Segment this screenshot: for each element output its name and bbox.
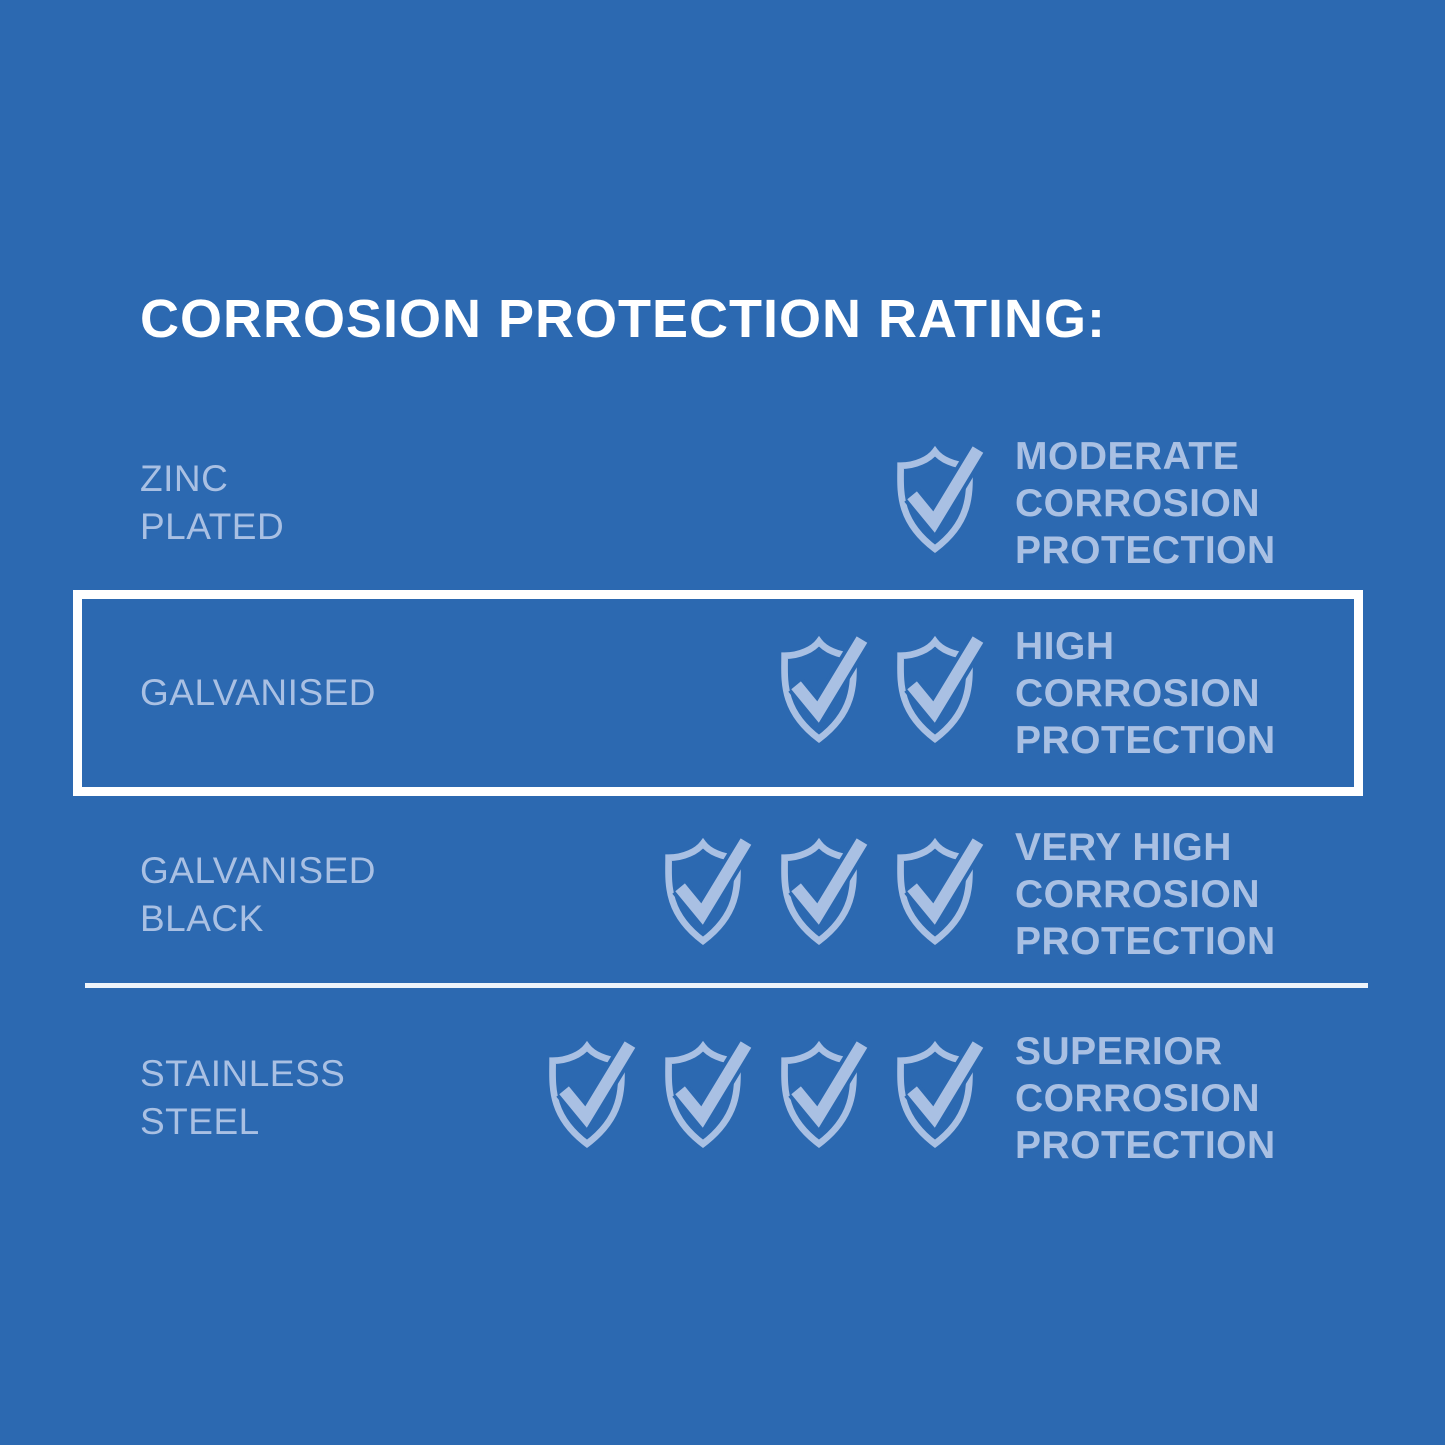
protection-level-line: CORROSION <box>1015 671 1261 715</box>
protection-level-label: SUPERIOR CORROSION PROTECTION <box>1015 1028 1405 1169</box>
protection-level-line: PROTECTION <box>1015 718 1276 762</box>
protection-level-line: VERY HIGH <box>1015 826 1232 869</box>
rating-row-stainless-steel: STAINLESS STEEL SUPERIOR CORROSION PROTECTIO… <box>0 1013 1445 1183</box>
material-label-line: GALVANISED <box>140 849 376 891</box>
material-label-line: STAINLESS <box>140 1053 346 1094</box>
shield-check-icon <box>781 634 869 743</box>
protection-level-line: MODERATE <box>1015 434 1240 478</box>
shield-rating-3 <box>480 832 985 958</box>
shield-check-icon <box>781 1039 869 1148</box>
rating-row-galvanised: GALVANISED HIGH CORROSION PROTECTION <box>0 590 1445 796</box>
protection-level-line: PROTECTION <box>1015 920 1276 963</box>
shield-rating-4 <box>480 1035 985 1161</box>
shield-check-icon <box>549 1039 637 1148</box>
shield-check-icon <box>897 444 985 553</box>
material-label-line: PLATED <box>140 506 285 547</box>
shield-check-icon <box>897 1039 985 1148</box>
material-label-stainless-steel: STAINLESS STEEL <box>140 1050 480 1146</box>
protection-level-line: CORROSION <box>1015 1076 1261 1120</box>
page-title: CORROSION PROTECTION RATING: <box>140 289 1106 349</box>
protection-level-label: MODERATE CORROSION PROTECTION <box>1015 433 1405 574</box>
material-label-line: ZINC <box>140 458 229 499</box>
material-label-zinc-plated: ZINC PLATED <box>140 455 480 551</box>
material-label-line: GALVANISED <box>140 672 376 713</box>
shield-check-icon <box>781 835 869 945</box>
row-divider <box>85 983 1368 988</box>
rating-row-zinc-plated: ZINC PLATED MODERATE CORROSION PROTECTION <box>0 428 1445 578</box>
protection-level-label: VERY HIGH CORROSION PROTECTION <box>1015 824 1405 965</box>
shield-check-icon <box>897 835 985 945</box>
material-label-galvanised: GALVANISED <box>140 669 480 717</box>
shield-check-icon <box>665 835 753 945</box>
protection-level-line: CORROSION <box>1015 873 1261 916</box>
protection-level-label: HIGH CORROSION PROTECTION <box>1015 623 1405 764</box>
shield-check-icon <box>665 1039 753 1148</box>
rating-row-galvanised-black: GALVANISED BLACK VERY HIGH CORROSION PROTECT… <box>0 812 1445 977</box>
shield-check-icon <box>897 634 985 743</box>
material-label-line: BLACK <box>140 897 264 939</box>
shield-rating-1 <box>480 440 985 566</box>
protection-level-line: SUPERIOR <box>1015 1029 1223 1073</box>
material-label-line: STEEL <box>140 1101 260 1142</box>
protection-level-line: PROTECTION <box>1015 528 1276 572</box>
protection-level-line: PROTECTION <box>1015 1123 1276 1167</box>
protection-level-line: CORROSION <box>1015 481 1261 525</box>
shield-rating-2 <box>480 630 985 756</box>
material-label-galvanised-black: GALVANISED BLACK <box>140 847 480 943</box>
protection-level-line: HIGH <box>1015 624 1115 668</box>
